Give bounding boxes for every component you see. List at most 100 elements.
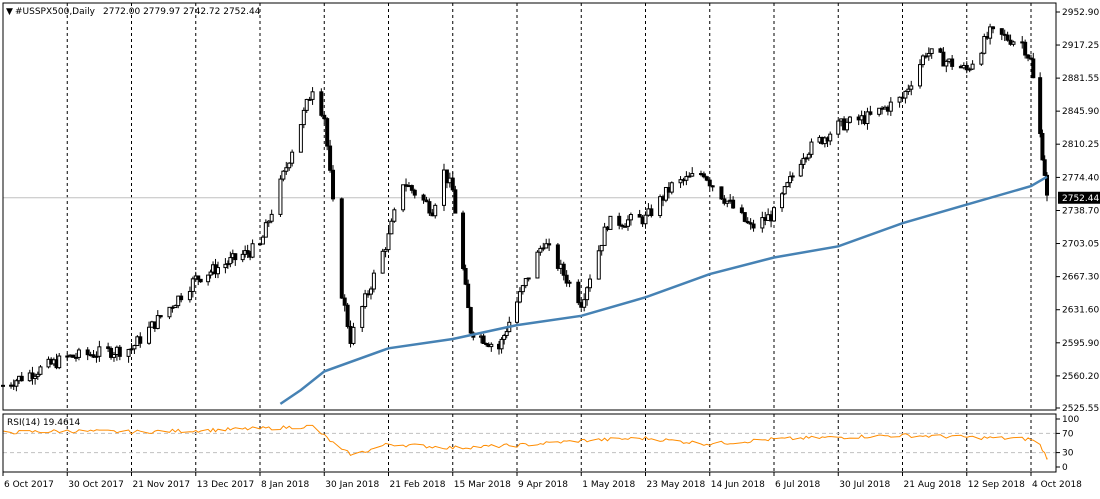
candle-bear	[710, 185, 715, 188]
candle-bear	[233, 253, 238, 261]
candle-bull	[351, 326, 356, 344]
price-tick-label: 2631.60	[1062, 306, 1099, 316]
price-tick-label: 2595.90	[1062, 339, 1099, 349]
candle-bull	[260, 236, 265, 245]
candle-bull	[111, 354, 116, 358]
candle-bear	[331, 169, 336, 200]
candle-bull	[250, 243, 255, 258]
candle-bull	[982, 36, 987, 54]
chart-ohlc: 2772.00 2779.97 2742.72 2752.44	[103, 7, 261, 17]
candle-bull	[383, 249, 388, 252]
candle-bear	[701, 173, 706, 178]
candle-bull	[228, 257, 233, 265]
candle-bull	[266, 220, 271, 224]
candle-bear	[941, 51, 946, 67]
candle-bear	[179, 295, 184, 301]
candle-bull	[126, 348, 131, 357]
rsi-line	[2, 424, 1048, 460]
candle-bull	[845, 121, 850, 131]
candle-bull	[663, 186, 668, 201]
candle-bull	[515, 301, 519, 323]
candle-bear	[453, 189, 458, 214]
candle-bear	[444, 169, 449, 184]
candle-bear	[424, 199, 429, 203]
candle-bull	[877, 107, 882, 115]
candle-bear	[427, 201, 432, 214]
candle-bull	[97, 346, 102, 357]
candle-bull	[538, 247, 543, 253]
candle-bull	[906, 88, 911, 92]
price-tick-label: 2917.25	[1062, 41, 1099, 51]
candle-bull	[535, 251, 540, 279]
chart-symbol: #USSPX500,Daily	[15, 7, 96, 17]
candle-bull	[790, 175, 795, 178]
candle-bull	[608, 215, 613, 230]
candle-bull	[35, 373, 40, 377]
candle-bull	[57, 355, 62, 369]
candle-bull	[684, 176, 689, 181]
rsi-tick-label: 0	[1062, 463, 1068, 473]
candle-bull	[785, 182, 790, 188]
candle-bear	[85, 349, 90, 356]
candle-bear	[421, 194, 426, 201]
candle-bull	[147, 326, 152, 344]
candle-bear	[950, 58, 955, 67]
candle-bear	[468, 307, 473, 334]
candle-bear	[158, 315, 163, 318]
candle-bull	[223, 263, 228, 269]
candle-bull	[806, 153, 811, 159]
candle-bull	[782, 186, 787, 195]
candle-bull	[269, 213, 274, 222]
candle-bull	[1011, 41, 1016, 45]
candle-bear	[117, 346, 122, 357]
candle-bull	[360, 306, 365, 328]
candle-bull	[310, 91, 315, 100]
candle-bull	[301, 109, 306, 126]
price-tick-label: 2738.70	[1062, 206, 1099, 216]
candle-bull	[76, 349, 81, 358]
main-panel	[2, 2, 1057, 411]
candle-bull	[643, 214, 648, 225]
price-tick-label: 2560.20	[1062, 372, 1099, 382]
candle-bull	[155, 315, 160, 329]
price-tick-label: 2703.05	[1062, 240, 1099, 250]
candle-bull	[678, 179, 683, 184]
candle-bull	[284, 167, 289, 172]
candle-bear	[731, 199, 736, 209]
candle-bear	[617, 215, 622, 226]
candle-bull	[206, 274, 211, 283]
candle-bull	[225, 263, 230, 266]
time-label: 21 Nov 2017	[133, 480, 191, 490]
candle-bear	[1038, 77, 1043, 134]
candle-bull	[669, 182, 674, 193]
time-label: 4 Oct 2018	[1032, 480, 1082, 490]
candle-bear	[649, 208, 654, 217]
candle-bear	[547, 243, 552, 246]
candle-bear	[991, 26, 996, 30]
current-price-tag	[1058, 191, 1100, 204]
candle-bear	[1031, 58, 1036, 79]
candle-bull	[809, 141, 814, 155]
candle-bull	[504, 331, 509, 336]
candle-bull	[725, 200, 730, 204]
candle-bear	[412, 189, 417, 196]
candle-bull	[489, 343, 494, 348]
candle-bull	[909, 85, 914, 90]
candlestick-series	[1, 23, 1049, 392]
candle-bull	[760, 217, 765, 229]
time-label: 21 Aug 2018	[904, 480, 962, 490]
candle-bull	[129, 348, 134, 351]
time-label: 13 Dec 2017	[197, 480, 255, 490]
candle-bear	[561, 263, 566, 276]
candle-bull	[14, 380, 19, 387]
candle-bull	[281, 170, 286, 180]
candle-bull	[944, 60, 949, 67]
candle-bull	[389, 220, 394, 235]
candle-bull	[526, 277, 531, 280]
candle-bull	[363, 293, 368, 308]
candle-bull	[401, 184, 406, 211]
candle-bear	[19, 375, 24, 382]
